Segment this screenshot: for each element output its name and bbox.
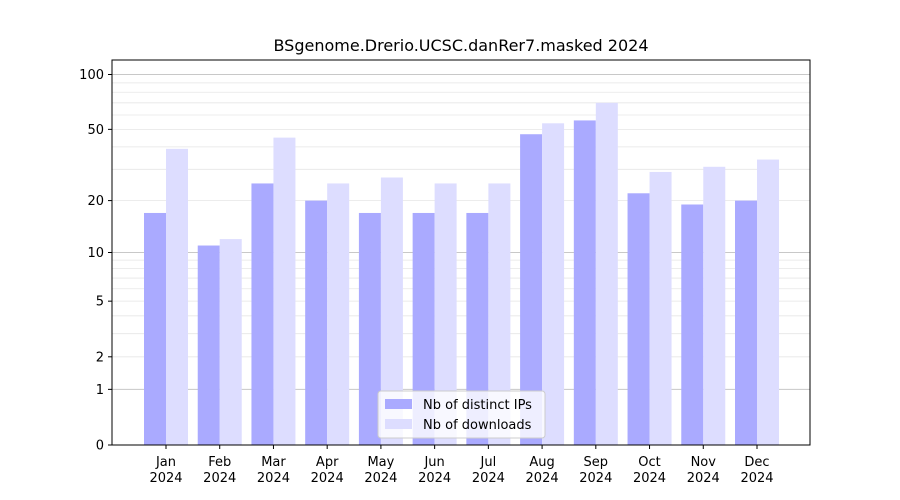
x-tick-label-year: 2024 (740, 471, 773, 486)
bar-downloads-jul (488, 183, 511, 445)
y-tick-label: 20 (87, 194, 104, 209)
x-tick-label-year: 2024 (203, 471, 236, 486)
legend-label: Nb of distinct IPs (423, 398, 532, 413)
x-axis-ticks: Jan2024Feb2024Mar2024Apr2024May2024Jun20… (149, 445, 774, 486)
x-tick-label-month: Apr (316, 455, 339, 470)
x-tick-label-year: 2024 (311, 471, 344, 486)
bar-downloads-nov (703, 166, 726, 446)
y-tick-label: 10 (87, 246, 104, 261)
bar-downloads-sep (595, 102, 618, 445)
x-tick-label-month: Sep (584, 455, 609, 470)
bar-distinct-ips-jan (144, 212, 166, 445)
legend-swatch (385, 399, 412, 409)
bar-downloads-aug (542, 123, 565, 445)
bar-distinct-ips-aug (520, 134, 543, 445)
x-tick-label-year: 2024 (633, 471, 666, 486)
y-tick-label: 100 (79, 68, 104, 83)
x-tick-label-month: Jan (155, 455, 176, 470)
bar-downloads-jan (166, 148, 188, 445)
y-tick-label: 2 (96, 350, 104, 365)
x-tick-label-month: Oct (638, 455, 660, 470)
bar-downloads-dec (757, 159, 779, 445)
bar-downloads-jun (434, 183, 457, 445)
bar-distinct-ips-feb (197, 245, 220, 445)
x-tick-label-year: 2024 (472, 471, 505, 486)
bar-downloads-oct (649, 171, 672, 445)
bar-distinct-ips-jun (412, 212, 435, 445)
bar-distinct-ips-sep (573, 120, 596, 445)
x-tick-label-month: May (367, 455, 394, 470)
x-tick-label-year: 2024 (149, 471, 182, 486)
bar-distinct-ips-oct (627, 193, 650, 445)
legend: Nb of distinct IPs Nb of downloads (377, 390, 546, 439)
x-tick-label-year: 2024 (257, 471, 290, 486)
legend-label: Nb of downloads (423, 418, 532, 433)
bar-distinct-ips-mar (251, 183, 274, 445)
bar-distinct-ips-jul (466, 212, 489, 445)
chart-title: BSgenome.Drerio.UCSC.danRer7.masked 2024 (273, 36, 648, 55)
x-tick-label-month: Jul (480, 455, 497, 470)
x-tick-label-month: Mar (261, 455, 286, 470)
x-tick-label-month: Aug (529, 455, 554, 470)
x-tick-label-year: 2024 (687, 471, 720, 486)
x-tick-label-year: 2024 (364, 471, 397, 486)
y-axis-ticks: 0 1 2 5 10 20 50 100 (79, 68, 112, 454)
x-tick-label-year: 2024 (579, 471, 612, 486)
y-tick-label: 1 (96, 383, 104, 398)
x-tick-label-month: Jun (423, 455, 444, 470)
bar-downloads-may (380, 177, 403, 445)
x-tick-label-year: 2024 (418, 471, 451, 486)
y-tick-label: 5 (96, 295, 104, 310)
bar-distinct-ips-dec (735, 200, 757, 445)
x-tick-label-month: Dec (744, 455, 769, 470)
y-tick-label: 0 (96, 439, 104, 454)
bar-downloads-feb (219, 239, 242, 445)
bar-distinct-ips-nov (681, 204, 704, 445)
x-tick-label-year: 2024 (526, 471, 559, 486)
y-tick-label: 50 (87, 123, 104, 138)
bar-downloads-mar (273, 137, 296, 445)
x-tick-label-month: Feb (208, 455, 231, 470)
bar-downloads-apr (327, 183, 350, 445)
bar-distinct-ips-may (358, 212, 381, 445)
bars (144, 102, 779, 446)
x-tick-label-month: Nov (691, 455, 717, 470)
legend-box (377, 390, 546, 439)
legend-swatch (385, 419, 412, 429)
bar-distinct-ips-apr (305, 200, 328, 445)
